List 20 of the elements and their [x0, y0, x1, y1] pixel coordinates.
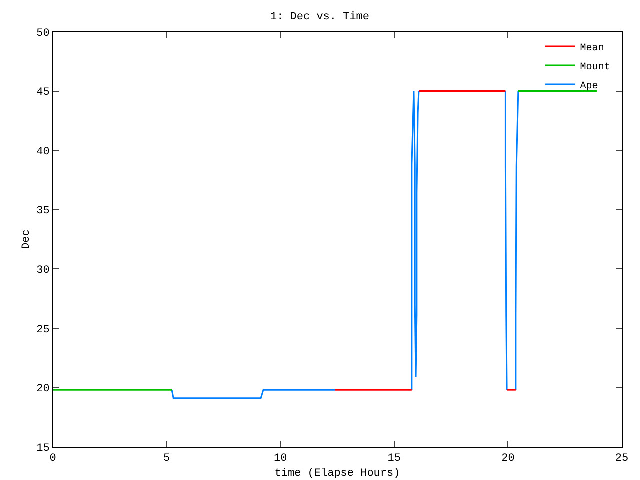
y-axis-title: Dec — [21, 230, 34, 250]
y-tick-label: 15 — [36, 442, 50, 455]
x-tick-label: 20 — [502, 453, 515, 466]
legend-label: Mount — [580, 62, 610, 74]
y-tick-label: 50 — [36, 28, 50, 40]
x-tick-label: 10 — [274, 453, 288, 466]
x-tick-label: 0 — [50, 453, 56, 466]
legend-label: Ape — [580, 81, 598, 92]
y-tick-label: 35 — [36, 206, 50, 218]
y-tick-label: 40 — [36, 146, 50, 158]
x-tick-label: 15 — [388, 453, 401, 466]
chart-title: 1: Dec vs. Time — [270, 12, 370, 24]
x-axis-title: time (Elapse Hours) — [274, 468, 400, 480]
x-tick-label: 25 — [615, 453, 629, 466]
y-tick-label: 25 — [36, 324, 50, 336]
y-tick-label: 30 — [36, 264, 50, 277]
y-tick-label: 45 — [36, 87, 50, 100]
y-tick-label: 20 — [36, 384, 50, 396]
x-tick-label: 5 — [163, 453, 170, 466]
legend-label: Mean — [580, 43, 604, 54]
